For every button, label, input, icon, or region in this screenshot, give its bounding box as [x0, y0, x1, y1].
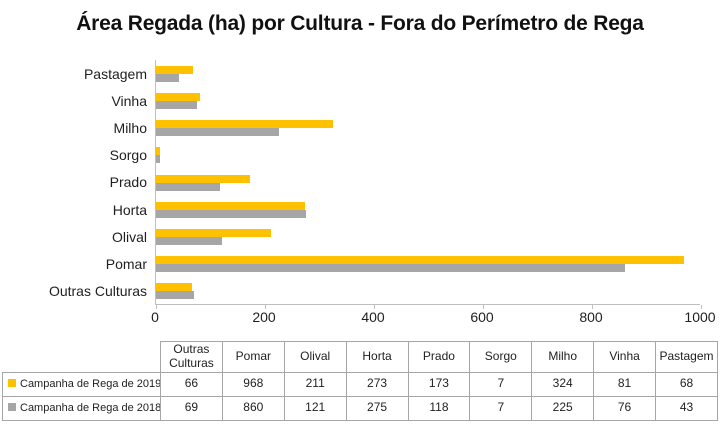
table-cell-pastagem-campanha-de-rega-de-2018: 43 — [655, 395, 718, 421]
bar-campanha-de-rega-de-2019-pastagem — [156, 65, 194, 74]
bar-campanha-de-rega-de-2019-horta — [156, 201, 305, 210]
table-header-pastagem: Pastagem — [655, 341, 718, 373]
category-label-vinha: Vinha — [111, 92, 147, 109]
table-cell-sorgo-campanha-de-rega-de-2018: 7 — [469, 395, 533, 421]
bar-campanha-de-rega-de-2018-horta — [156, 209, 306, 218]
table-header-milho: Milho — [531, 341, 595, 373]
legend-color-icon — [8, 402, 16, 411]
table-cell-horta-campanha-de-rega-de-2019: 273 — [345, 371, 409, 397]
plot-area — [155, 60, 702, 309]
x-tick-mark — [483, 305, 484, 309]
bar-campanha-de-rega-de-2018-prado — [156, 182, 221, 191]
x-tick-label-1000: 1000 — [684, 309, 716, 325]
x-tick-label-600: 600 — [470, 309, 494, 325]
table-header-pomar: Pomar — [221, 341, 285, 373]
bar-campanha-de-rega-de-2018-pomar — [156, 264, 625, 273]
category-label-milho: Milho — [113, 120, 147, 137]
bar-campanha-de-rega-de-2018-vinha — [156, 100, 198, 109]
bar-campanha-de-rega-de-2019-outras-culturas — [156, 283, 192, 292]
table-cell-milho-campanha-de-rega-de-2019: 324 — [531, 371, 595, 397]
table-cell-prado-campanha-de-rega-de-2019: 173 — [407, 371, 471, 397]
x-tick-mark — [265, 305, 266, 309]
table-header-prado: Prado — [407, 341, 471, 373]
table-header-vinha: Vinha — [593, 341, 656, 373]
table-cell-olival-campanha-de-rega-de-2018: 121 — [283, 395, 347, 421]
table-cell-pastagem-campanha-de-rega-de-2019: 68 — [655, 371, 718, 397]
bar-campanha-de-rega-de-2018-sorgo — [156, 155, 160, 164]
bar-campanha-de-rega-de-2019-pomar — [156, 256, 684, 265]
x-axis-tick-labels: 0 200 400 600 800 1000 — [151, 309, 715, 327]
category-label-olival: Olival — [111, 228, 147, 245]
category-label-pastagem: Pastagem — [83, 65, 147, 82]
table-header-horta: Horta — [345, 341, 409, 373]
x-tick-mark — [592, 305, 593, 309]
bar-campanha-de-rega-de-2019-prado — [156, 174, 251, 183]
x-tick-label-400: 400 — [361, 309, 385, 325]
table-cell-vinha-campanha-de-rega-de-2019: 81 — [593, 371, 656, 397]
table-cell-sorgo-campanha-de-rega-de-2019: 7 — [469, 371, 533, 397]
category-label-pomar: Pomar — [105, 256, 147, 273]
table-cell-outras-culturas-campanha-de-rega-de-2019: 66 — [160, 371, 223, 397]
table-cell-vinha-campanha-de-rega-de-2018: 76 — [593, 395, 656, 421]
table-cell-pomar-campanha-de-rega-de-2018: 860 — [221, 395, 285, 421]
table-header-sorgo: Sorgo — [469, 341, 533, 373]
bar-campanha-de-rega-de-2019-vinha — [156, 92, 201, 101]
table-row: Campanha de Rega de 2018 69 860 121 275 118 7 2… — [2, 395, 718, 421]
category-label-outras-culturas: Outras Culturas — [48, 283, 147, 300]
bar-campanha-de-rega-de-2018-outras-culturas — [156, 291, 194, 300]
table-header-outras-culturas: Outras Culturas — [160, 341, 223, 373]
category-label-sorgo: Sorgo — [109, 147, 147, 164]
x-tick-mark — [374, 305, 375, 309]
x-tick-label-800: 800 — [579, 309, 603, 325]
category-axis-labels: Pastagem Vinha Milho Sorgo Prado Horta Olival P… — [0, 60, 147, 305]
table-header-olival: Olival — [283, 341, 347, 373]
bar-campanha-de-rega-de-2018-pastagem — [156, 73, 180, 82]
table-corner-cell — [3, 342, 161, 373]
category-label-horta: Horta — [112, 201, 147, 218]
table-cell-outras-culturas-campanha-de-rega-de-2018: 69 — [160, 395, 223, 421]
table-cell-prado-campanha-de-rega-de-2018: 118 — [407, 395, 471, 421]
x-tick-label-0: 0 — [151, 309, 159, 325]
x-tick-mark — [156, 305, 157, 309]
table-cell-pomar-campanha-de-rega-de-2019: 968 — [221, 371, 285, 397]
bar-campanha-de-rega-de-2019-sorgo — [156, 147, 160, 156]
bar-campanha-de-rega-de-2018-olival — [156, 236, 222, 245]
table-cell-olival-campanha-de-rega-de-2019: 211 — [283, 371, 347, 397]
table-cell-milho-campanha-de-rega-de-2018: 225 — [531, 395, 595, 421]
table-row: Campanha de Rega de 2019 66 968 211 273 173 7 3… — [2, 371, 718, 397]
legend-color-icon — [8, 378, 16, 387]
bar-campanha-de-rega-de-2018-milho — [156, 128, 279, 137]
bar-campanha-de-rega-de-2019-milho — [156, 120, 333, 129]
bar-campanha-de-rega-de-2019-olival — [156, 228, 271, 237]
data-table: Outras Culturas Pomar Olival Horta Prado Sorg… — [2, 341, 718, 421]
x-tick-label-200: 200 — [252, 309, 276, 325]
chart-title: Área Regada (ha) por Cultura - Fora do P… — [76, 12, 644, 35]
legend-label-campanha-de-rega-de-2019: Campanha de Rega de 2019 — [2, 371, 161, 397]
table-cell-horta-campanha-de-rega-de-2018: 275 — [345, 395, 409, 421]
x-tick-mark — [701, 305, 702, 309]
legend-label-campanha-de-rega-de-2018: Campanha de Rega de 2018 — [2, 395, 161, 421]
category-label-prado: Prado — [109, 174, 147, 191]
